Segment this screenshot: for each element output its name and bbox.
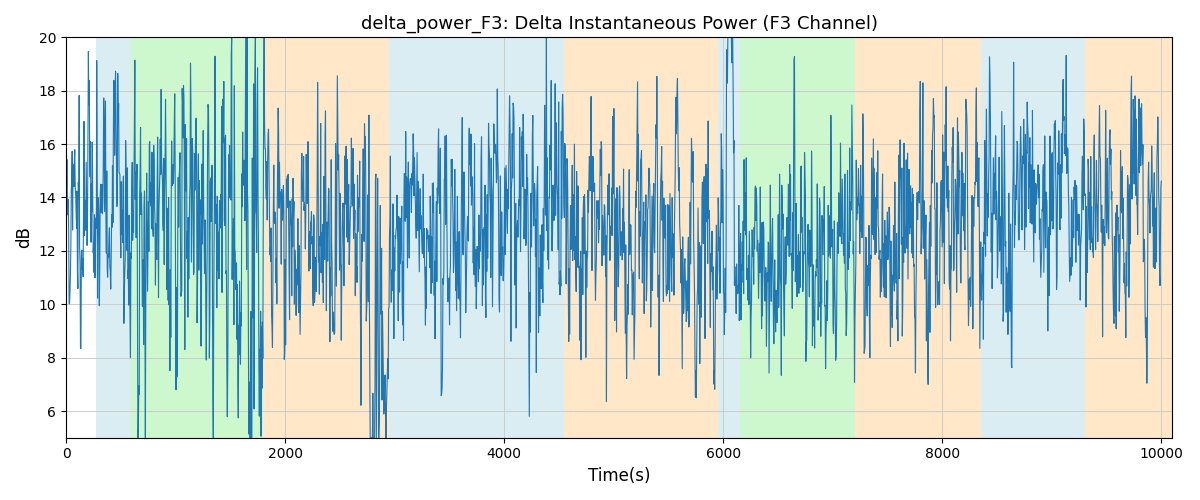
Bar xyxy=(739,38,854,438)
Bar xyxy=(1085,38,1172,438)
Bar xyxy=(389,38,438,438)
Title: delta_power_F3: Delta Instantaneous Power (F3 Channel): delta_power_F3: Delta Instantaneous Powe… xyxy=(361,15,877,34)
Bar xyxy=(131,38,263,438)
Bar xyxy=(980,38,1085,438)
Bar xyxy=(263,38,389,438)
Bar xyxy=(718,38,739,438)
Y-axis label: dB: dB xyxy=(14,226,32,248)
Bar xyxy=(854,38,980,438)
Bar xyxy=(96,38,131,438)
X-axis label: Time(s): Time(s) xyxy=(588,467,650,485)
Bar xyxy=(438,38,564,438)
Bar xyxy=(564,38,718,438)
